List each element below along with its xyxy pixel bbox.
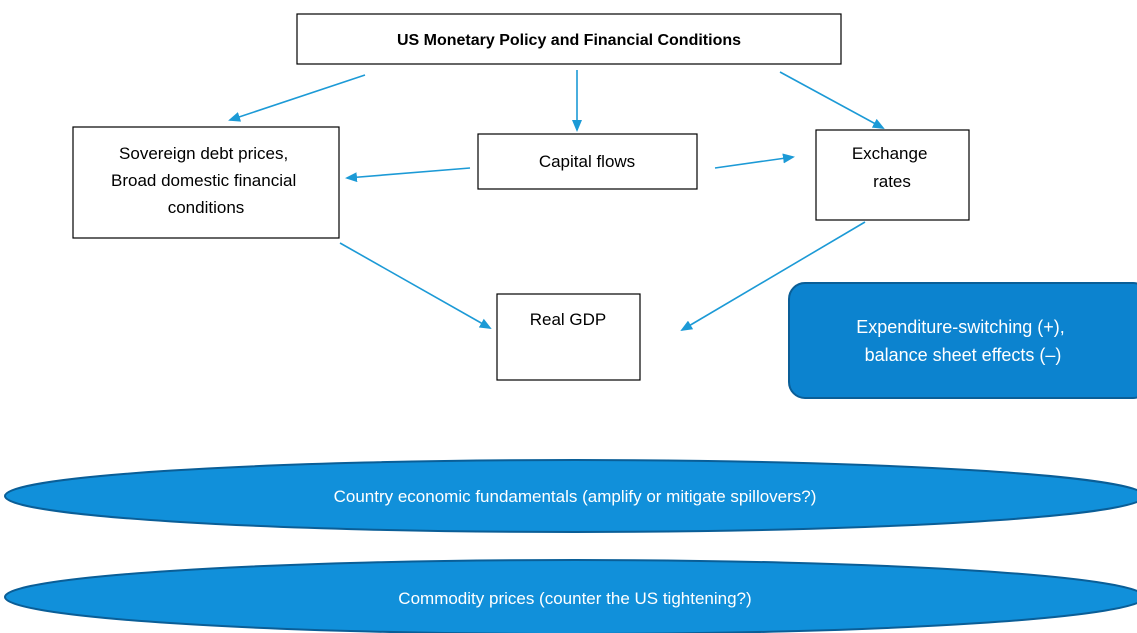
callout-box xyxy=(788,282,1137,399)
arrow xyxy=(714,153,795,169)
title: US Monetary Policy and Financial Conditi… xyxy=(397,32,741,49)
node-box xyxy=(815,129,970,221)
node-box xyxy=(72,126,340,239)
arrow xyxy=(680,221,866,332)
text-line: Broad domestic financial xyxy=(111,171,296,190)
text-line: balance sheet effects (–) xyxy=(865,345,1062,365)
text-line: Capital flows xyxy=(539,152,635,171)
text-line: conditions xyxy=(168,198,245,217)
arrow xyxy=(345,167,471,183)
text-line: Real GDP xyxy=(530,310,607,329)
text-line: Sovereign debt prices, xyxy=(119,144,288,163)
band-ellipse xyxy=(4,559,1137,633)
band-label: Country economic fundamentals (amplify o… xyxy=(334,487,817,506)
callout-label: Expenditure-switching (+), balance sheet… xyxy=(856,317,1070,365)
text-line: rates xyxy=(873,172,911,191)
arrow xyxy=(339,242,492,329)
title-box xyxy=(296,13,842,65)
node-label: Real GDP xyxy=(530,310,607,329)
node-box xyxy=(477,133,698,190)
text-line: Expenditure-switching (+), xyxy=(856,317,1065,337)
arrow xyxy=(779,71,885,129)
band-label: Commodity prices (counter the US tighten… xyxy=(398,589,751,608)
band-ellipse xyxy=(4,459,1137,533)
node-label: Capital flows xyxy=(539,152,635,171)
arrow xyxy=(228,74,366,122)
node-label: Exchange rates xyxy=(852,144,932,191)
node-label: Sovereign debt prices, Broad domestic fi… xyxy=(111,144,301,217)
text-line: Exchange xyxy=(852,144,928,163)
node-box xyxy=(496,293,641,381)
